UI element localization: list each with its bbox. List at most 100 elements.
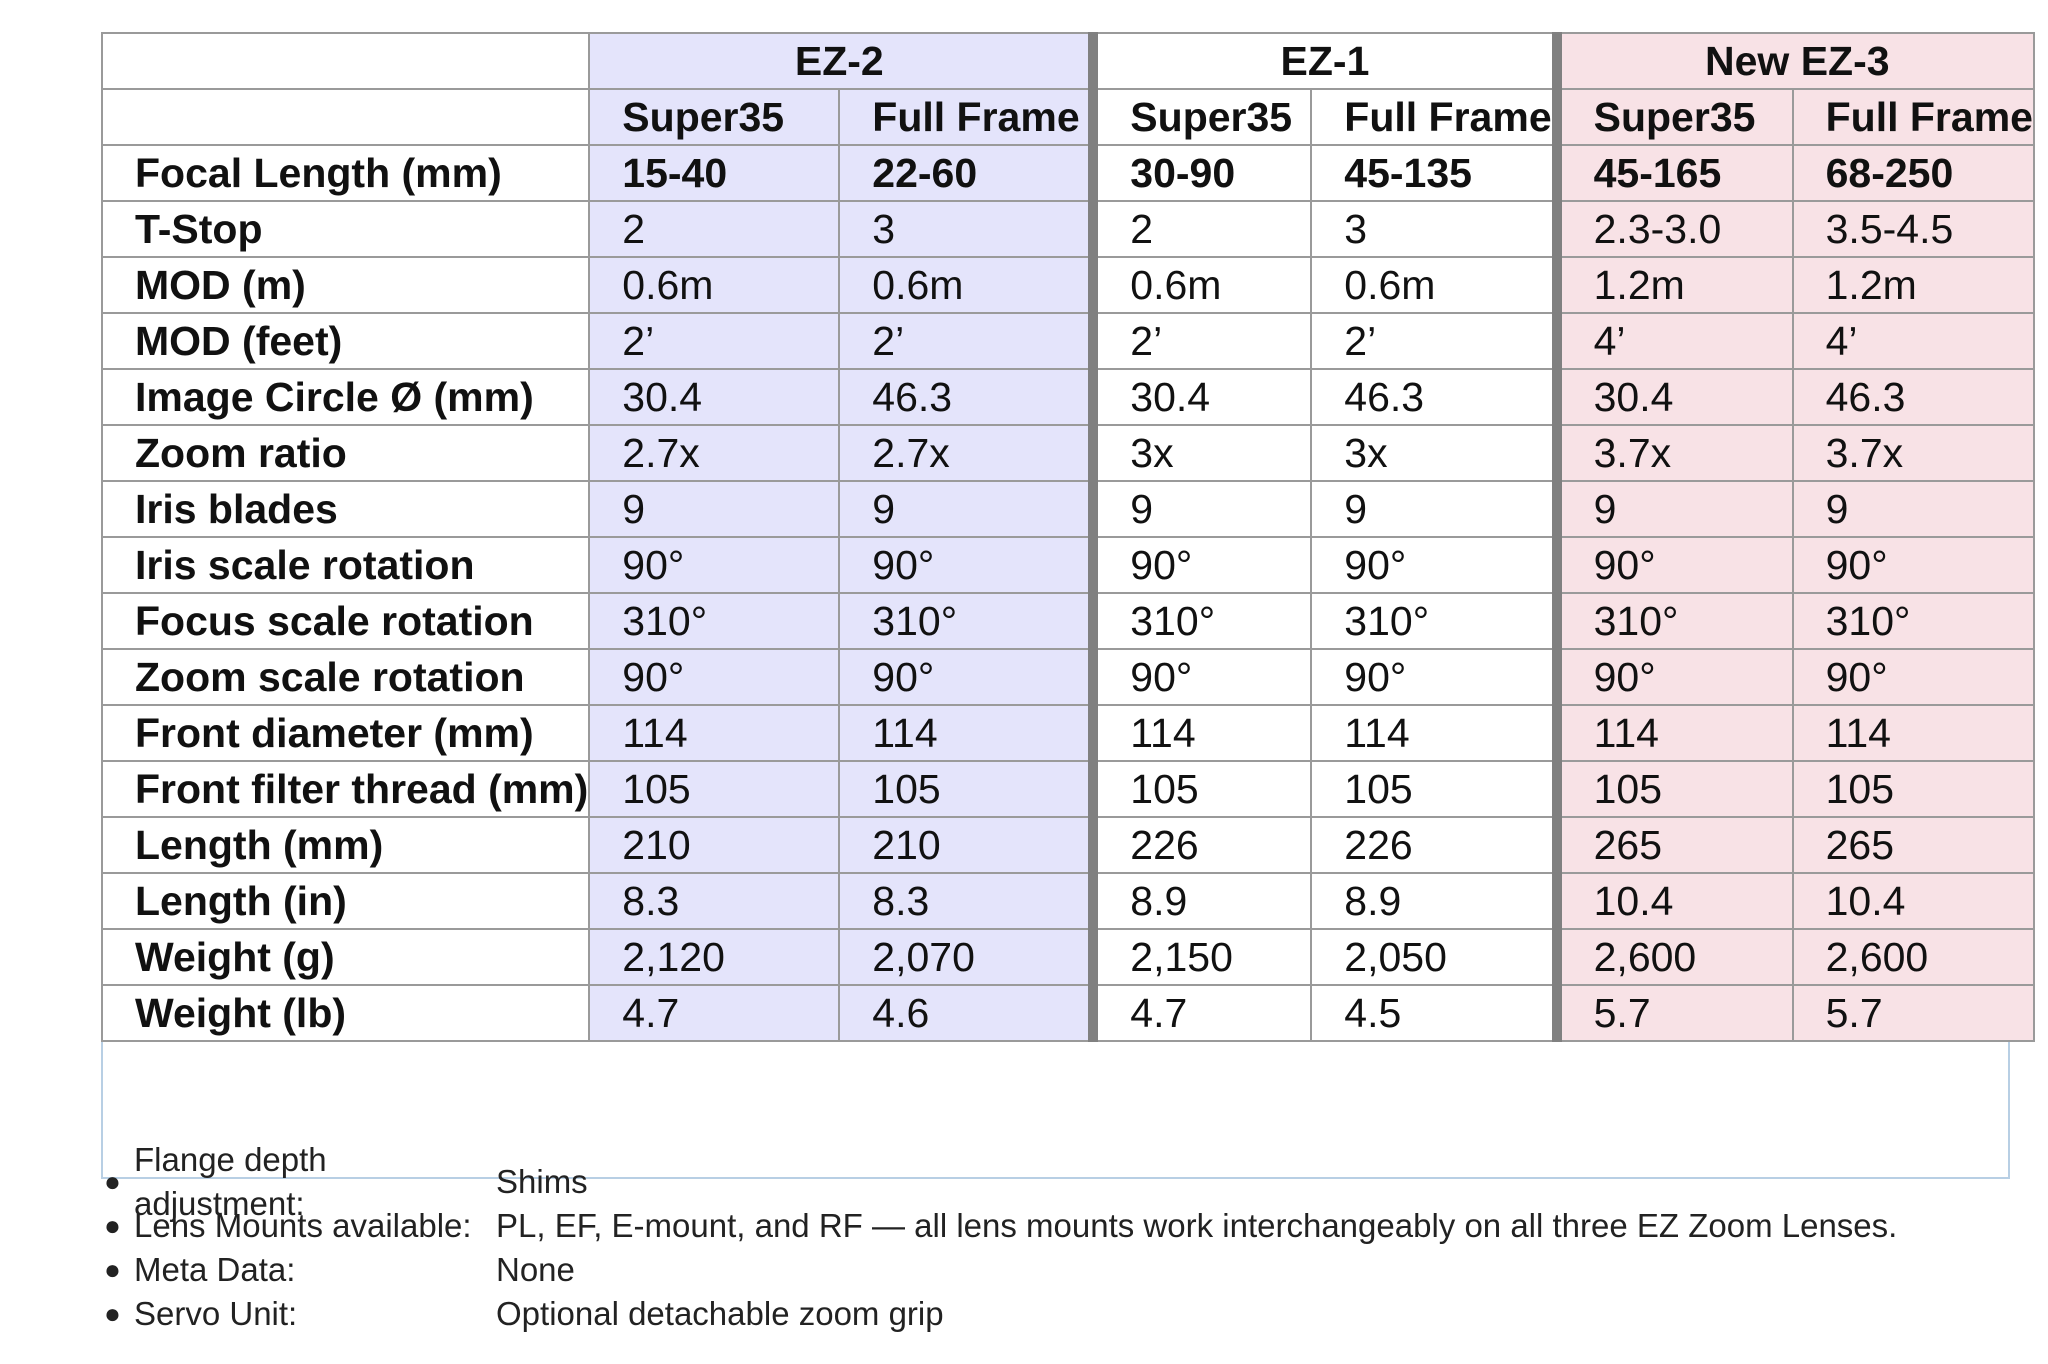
value-cell: 68-250 (1791, 144, 2035, 202)
value-cell: 90° (838, 536, 1095, 594)
format-header: Full Frame (838, 88, 1095, 146)
value-cell: 90° (1088, 648, 1313, 706)
value-cell: 4’ (1791, 312, 2035, 370)
table-row: Image Circle Ø (mm) 30.4 46.3 30.4 46.3 30.4 4… (100, 368, 2035, 426)
value-cell: 105 (1791, 760, 2035, 818)
table-row: Focus scale rotation 310° 310° 310° 310° 310°… (100, 592, 2035, 650)
value-cell: 0.6m (1310, 256, 1558, 314)
group-header: EZ-2 (588, 32, 1095, 90)
table-row: T-Stop 2 3 2 3 2.3-3.0 3.5-4.5 (100, 200, 2035, 258)
value-cell: 2’ (838, 312, 1095, 370)
value-cell: 114 (1551, 704, 1794, 762)
value-cell: 90° (588, 648, 841, 706)
row-label: Length (in) (100, 872, 591, 930)
note-value: None (496, 1251, 575, 1288)
value-cell: 4.7 (1088, 984, 1313, 1042)
value-cell: 90° (1310, 648, 1558, 706)
table-row: MOD (feet) 2’ 2’ 2’ 2’ 4’ 4’ (100, 312, 2035, 370)
table-row: MOD (m) 0.6m 0.6m 0.6m 0.6m 1.2m 1.2m (100, 256, 2035, 314)
value-cell: 4’ (1551, 312, 1794, 370)
value-cell: 310° (838, 592, 1095, 650)
value-cell: 9 (1088, 480, 1313, 538)
row-label: Iris blades (100, 480, 591, 538)
note-item: ● Flange depth adjustment: Shims (104, 1141, 1897, 1222)
bullet-icon: ● (104, 1254, 121, 1285)
value-cell: 114 (1088, 704, 1313, 762)
value-cell: 226 (1310, 816, 1558, 874)
notes-list: ● Flange depth adjustment: Shims ● Lens Moun… (104, 1141, 1897, 1336)
value-cell: 9 (838, 480, 1095, 538)
value-cell: 114 (1310, 704, 1558, 762)
note-item: ● Lens Mounts available: PL, EF, E-mount, … (104, 1204, 1897, 1248)
row-label: Zoom ratio (100, 424, 591, 482)
value-cell: 114 (838, 704, 1095, 762)
value-cell: 265 (1551, 816, 1794, 874)
row-label: Focus scale rotation (100, 592, 591, 650)
table-row: Zoom ratio 2.7x 2.7x 3x 3x 3.7x 3.7x (100, 424, 2035, 482)
row-label: Zoom scale rotation (100, 648, 591, 706)
value-cell: 4.7 (588, 984, 841, 1042)
value-cell: 30.4 (1088, 368, 1313, 426)
note-label: Servo Unit: (134, 1295, 298, 1332)
value-cell: 90° (588, 536, 841, 594)
value-cell: 0.6m (838, 256, 1095, 314)
row-label: Front filter thread (mm) (100, 760, 591, 818)
value-cell: 46.3 (1310, 368, 1558, 426)
value-cell: 2’ (1310, 312, 1558, 370)
value-cell: 0.6m (1088, 256, 1313, 314)
value-cell: 4.5 (1310, 984, 1558, 1042)
value-cell: 2.7x (588, 424, 841, 482)
value-cell: 1.2m (1551, 256, 1794, 314)
value-cell: 9 (588, 480, 841, 538)
value-cell: 90° (1088, 536, 1313, 594)
row-label: MOD (feet) (100, 312, 591, 370)
value-cell: 10.4 (1791, 872, 2035, 930)
value-cell: 3 (838, 200, 1095, 258)
row-label: Length (mm) (100, 816, 591, 874)
bullet-icon: ● (104, 1166, 121, 1197)
value-cell: 90° (1791, 536, 2035, 594)
table-row: Iris blades 9 9 9 9 9 9 (100, 480, 2035, 538)
corner-cell (100, 88, 591, 146)
value-cell: 2,120 (588, 928, 841, 986)
value-cell: 2,600 (1551, 928, 1794, 986)
value-cell: 310° (1088, 592, 1313, 650)
value-cell: 105 (838, 760, 1095, 818)
format-header: Full Frame (1791, 88, 2035, 146)
table-row: Weight (g) 2,120 2,070 2,150 2,050 2,600 2,600 (100, 928, 2035, 986)
value-cell: 3 (1310, 200, 1558, 258)
value-cell: 2,070 (838, 928, 1095, 986)
row-label: Front diameter (mm) (100, 704, 591, 762)
value-cell: 3.5-4.5 (1791, 200, 2035, 258)
group-header: EZ-1 (1088, 32, 1558, 90)
table-row: Zoom scale rotation 90° 90° 90° 90° 90° 90° (100, 648, 2035, 706)
value-cell: 90° (1791, 648, 2035, 706)
value-cell: 10.4 (1551, 872, 1794, 930)
value-cell: 8.9 (1310, 872, 1558, 930)
value-cell: 8.3 (588, 872, 841, 930)
value-cell: 2,150 (1088, 928, 1313, 986)
value-cell: 310° (1310, 592, 1558, 650)
row-label: Iris scale rotation (100, 536, 591, 594)
value-cell: 8.3 (838, 872, 1095, 930)
format-header: Super35 (1088, 88, 1313, 146)
value-cell: 2,600 (1791, 928, 2035, 986)
note-value: PL, EF, E-mount, and RF — all lens mount… (496, 1207, 1898, 1244)
value-cell: 105 (1310, 760, 1558, 818)
row-label: Image Circle Ø (mm) (100, 368, 591, 426)
row-label: T-Stop (100, 200, 591, 258)
table-row: Length (in) 8.3 8.3 8.9 8.9 10.4 10.4 (100, 872, 2035, 930)
value-cell: 30.4 (588, 368, 841, 426)
value-cell: 45-135 (1310, 144, 1558, 202)
value-cell: 114 (588, 704, 841, 762)
table-row: Weight (lb) 4.7 4.6 4.7 4.5 5.7 5.7 (100, 984, 2035, 1042)
note-item: ● Meta Data: None (104, 1248, 1897, 1292)
bullet-icon: ● (104, 1210, 121, 1241)
value-cell: 0.6m (588, 256, 841, 314)
value-cell: 4.6 (838, 984, 1095, 1042)
value-cell: 90° (1551, 536, 1794, 594)
value-cell: 30.4 (1551, 368, 1794, 426)
format-header: Super35 (588, 88, 841, 146)
value-cell: 114 (1791, 704, 2035, 762)
value-cell: 2’ (1088, 312, 1313, 370)
